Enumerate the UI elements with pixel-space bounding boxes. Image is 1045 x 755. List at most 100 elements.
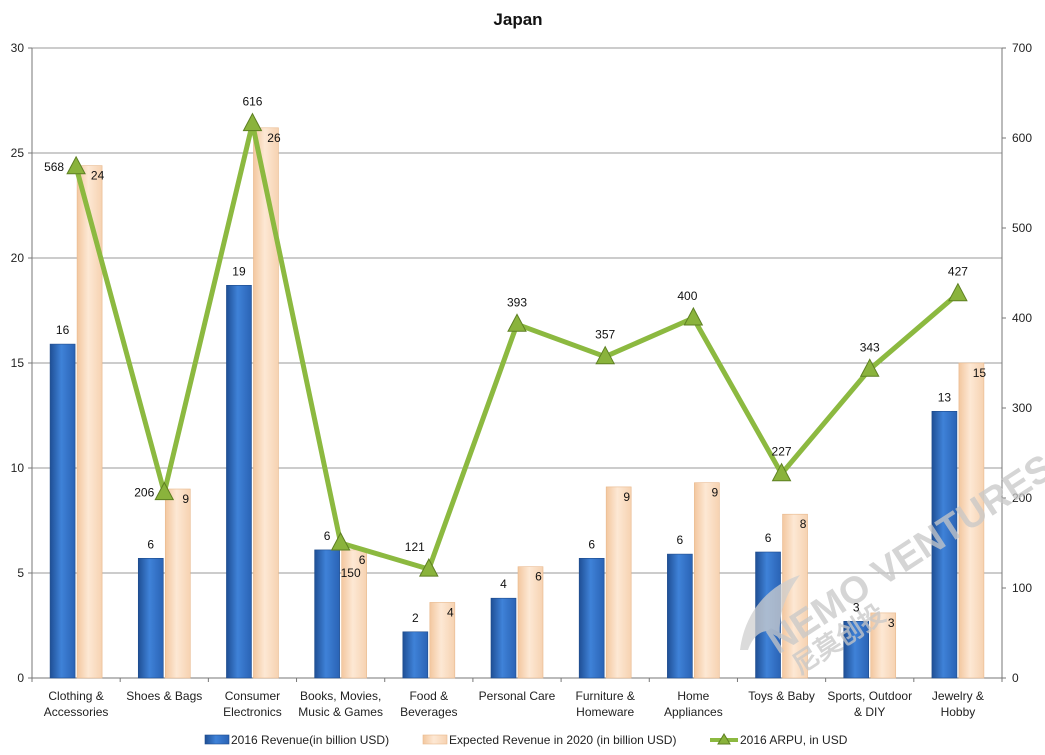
data-label-2020-expected-revenue: 26 [267,131,281,145]
data-label-2016-revenue: 6 [765,531,772,545]
category-label: Books, Movies, Music & Games [298,689,383,719]
left-axis-tick-label: 10 [11,461,25,475]
data-label-arpu: 400 [677,289,697,303]
data-label-2016-revenue: 2 [412,611,419,625]
category-label: Personal Care [479,689,556,703]
data-label-2020-expected-revenue: 8 [800,517,807,531]
category-label: Home Appliances [664,689,723,719]
bar-2016-revenue [49,343,76,679]
category-label: Food & Beverages [400,689,457,719]
chart-title: Japan [493,10,542,29]
arpu-marker [154,481,175,501]
arpu-marker [948,282,968,302]
arpu-marker [330,531,351,551]
bar-2020-expected-revenue [429,602,456,679]
bars [49,127,985,679]
bar-2016-revenue [490,597,517,679]
arpu-marker [683,306,704,326]
axes: 0510152025300100200300400500600700Clothi… [11,41,1033,719]
category-label: Consumer Electronics [223,689,282,719]
data-label-arpu: 227 [772,445,792,459]
arpu-marker [418,558,439,577]
data-label-2020-expected-revenue: 6 [535,570,542,584]
legend-label-2020-expected-revenue: Expected Revenue in 2020 (in billion USD… [449,733,676,747]
bar-2016-revenue [314,549,340,679]
data-label-2016-revenue: 6 [324,529,331,543]
category-label: Jewelry & Hobby [932,689,984,719]
right-axis-tick-label: 100 [1012,581,1032,595]
legend-label-2016-revenue: 2016 Revenue(in billion USD) [231,733,389,747]
data-label-2020-expected-revenue: 24 [91,169,105,183]
left-axis-tick-label: 30 [11,41,25,55]
right-axis-tick-label: 200 [1012,491,1032,505]
category-label: Toys & Baby [748,689,815,703]
legend-marker-arpu [717,733,731,745]
category-label: Clothing & Accessories [44,689,109,719]
left-axis-tick-label: 0 [17,671,24,685]
arpu-marker [595,345,616,365]
bar-2016-revenue [931,410,958,679]
category-label: Shoes & Bags [126,689,202,703]
data-label-arpu: 357 [595,328,615,342]
arpu-marker [66,155,86,175]
data-label-2020-expected-revenue: 9 [623,490,630,504]
category-label: Furniture & Homeware [576,689,635,719]
data-label-arpu: 150 [341,566,361,580]
bar-2020-expected-revenue [605,486,632,679]
data-label-2020-expected-revenue: 4 [447,605,454,619]
data-label-2016-revenue: 13 [938,390,952,404]
data-label-arpu: 393 [507,295,527,309]
right-axis-tick-label: 700 [1012,41,1032,55]
left-axis-tick-label: 25 [11,146,25,160]
data-label-2016-revenue: 16 [56,323,70,337]
right-axis-tick-label: 300 [1012,401,1032,415]
data-label-arpu: 427 [948,265,968,279]
data-label-2020-expected-revenue: 9 [182,492,189,506]
bar-2020-expected-revenue [164,488,191,679]
arpu-marker [507,313,527,332]
data-label-2020-expected-revenue: 3 [888,616,895,630]
left-axis-tick-label: 5 [17,566,24,580]
data-label-2016-revenue: 19 [232,264,246,278]
data-label-2016-revenue: 3 [853,600,860,614]
bar-2016-revenue [667,553,693,679]
data-label-arpu: 568 [44,160,64,174]
bar-2016-revenue [578,557,605,679]
data-label-2020-expected-revenue: 9 [712,486,719,500]
bar-2020-expected-revenue [517,566,544,679]
bar-2020-expected-revenue [253,127,279,679]
arpu-line-path [73,121,960,572]
arpu-marker [242,112,263,132]
data-label-arpu: 343 [860,340,880,354]
bar-2016-revenue [843,620,870,679]
left-axis-tick-label: 15 [11,356,25,370]
right-axis-tick-label: 500 [1012,221,1032,235]
data-label-2020-expected-revenue: 6 [359,553,366,567]
bar-2016-revenue [137,557,164,679]
data-label-arpu: 121 [405,540,425,554]
bar-2020-expected-revenue [694,482,720,679]
watermark-fin-icon [740,575,800,650]
right-axis-tick-label: 400 [1012,311,1032,325]
data-label-2016-revenue: 4 [500,577,507,591]
data-label-2020-expected-revenue: 15 [973,366,987,380]
bar-2020-expected-revenue [341,549,367,679]
legend-label-arpu: 2016 ARPU, in USD [740,733,848,747]
bar-2016-revenue [226,284,252,679]
legend-swatch-2020-expected-revenue [422,734,448,745]
data-label-2016-revenue: 6 [677,533,684,547]
legend: 2016 Revenue(in billion USD) Expected Rev… [204,733,848,747]
arpu-line [66,112,968,577]
bar-2020-expected-revenue [958,362,985,679]
data-label-arpu: 616 [242,95,262,109]
bar-2016-revenue [402,631,429,679]
bar-2020-expected-revenue [870,612,897,679]
right-axis-tick-label: 0 [1012,671,1019,685]
arpu-marker [859,358,880,377]
data-label-2016-revenue: 6 [588,537,595,551]
data-label-arpu: 206 [134,486,154,500]
arpu-marker [771,462,792,482]
